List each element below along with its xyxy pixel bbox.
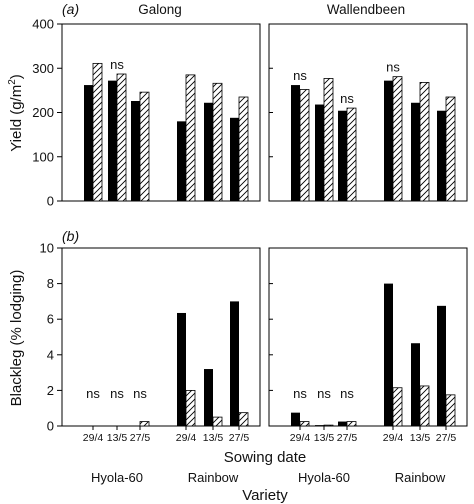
bar-hatched (299, 89, 310, 202)
ns-label: ns (386, 60, 400, 75)
bar-hatched (212, 82, 223, 202)
bar-solid (338, 110, 347, 201)
ytick-label: 100 (32, 149, 54, 164)
bar-hatched (445, 96, 456, 202)
bar-hatched (392, 387, 403, 427)
bar-hatched (139, 421, 150, 427)
bar-hatched (139, 91, 150, 202)
sowing-date-label: 27/5 (130, 432, 151, 444)
ylabel-blackleg: Blackleg (% lodging) (8, 270, 25, 407)
bar-solid (230, 301, 239, 426)
variety-label: Hyola-60 (91, 470, 143, 485)
bar-solid (204, 369, 213, 426)
sowing-date-label: 27/5 (337, 432, 358, 444)
sowing-date-label: 29/4 (290, 432, 311, 444)
panel-label-b: (b) (62, 228, 79, 244)
bar-solid (230, 117, 239, 201)
ytick-label: 0 (47, 194, 54, 209)
plot-frame-b-galong (61, 247, 261, 427)
bar-hatched (346, 421, 357, 427)
ns-label: ns (340, 91, 354, 106)
bar-hatched (299, 421, 310, 427)
facet-title-galong: Galong (138, 2, 182, 17)
bar-hatched (392, 76, 403, 202)
bar-solid (384, 80, 393, 201)
chart-marks: 0100200300400nsnsnsns0246810ns29/4ns13/5… (32, 17, 456, 486)
ns-label: ns (293, 68, 307, 83)
ytick-label: 300 (32, 61, 54, 76)
bar-hatched (323, 78, 334, 202)
facet-title-wallendbeen: Wallendbeen (327, 2, 405, 17)
bar-hatched (185, 74, 196, 202)
bar-hatched (419, 82, 430, 202)
bar-hatched (185, 389, 196, 427)
bar-solid (437, 305, 446, 426)
ytick-label: 10 (40, 241, 54, 256)
sowing-date-label: 13/5 (107, 432, 128, 444)
bar-solid (338, 421, 347, 426)
bar-hatched (238, 412, 249, 427)
bar-solid (437, 110, 446, 201)
ns-label: ns (110, 386, 124, 401)
panel-label-a: (a) (62, 1, 79, 17)
ns-label: ns (86, 386, 100, 401)
bar-hatched (92, 62, 103, 202)
bar-solid (177, 312, 186, 426)
ytick-label: 6 (47, 312, 54, 327)
bar-solid (411, 343, 420, 426)
bar-solid (108, 80, 117, 201)
bar-solid (291, 85, 300, 201)
ns-label: ns (110, 57, 124, 72)
sowing-date-label: 27/5 (436, 432, 457, 444)
bar-solid (84, 85, 93, 201)
ns-label: ns (340, 386, 354, 401)
bar-hatched (346, 107, 357, 202)
sowing-date-label: 29/4 (176, 432, 197, 444)
bar-solid (315, 104, 324, 201)
ytick-label: 0 (47, 419, 54, 434)
variety-label: Hyola-60 (298, 470, 350, 485)
bar-solid (411, 102, 420, 201)
bar-hatched (116, 73, 127, 202)
sowing-date-label: 29/4 (383, 432, 404, 444)
ylabel-yield: Yield (g/m2) (7, 74, 25, 152)
bar-hatched (212, 416, 223, 427)
xlabel-sowing-date: Sowing date (224, 449, 307, 466)
sowing-date-label: 13/5 (410, 432, 431, 444)
bar-hatched (323, 424, 334, 427)
ytick-label: 200 (32, 105, 54, 120)
sowing-date-label: 29/4 (83, 432, 104, 444)
xlabel-variety: Variety (242, 487, 288, 504)
bar-solid (131, 100, 140, 201)
ytick-label: 8 (47, 276, 54, 291)
bar-solid (315, 425, 324, 426)
ns-label: ns (133, 386, 147, 401)
bar-hatched (419, 385, 430, 427)
bar-solid (291, 412, 300, 426)
plot-frame-b-wallendbeen (268, 247, 468, 427)
sowing-date-label: 13/5 (203, 432, 224, 444)
bar-solid (204, 102, 213, 201)
bar-solid (177, 121, 186, 201)
ytick-label: 4 (47, 347, 54, 362)
ns-label: ns (293, 386, 307, 401)
bar-hatched (445, 394, 456, 427)
sowing-date-label: 27/5 (229, 432, 250, 444)
ytick-label: 400 (32, 17, 54, 32)
variety-label: Rainbow (188, 470, 239, 485)
ytick-label: 2 (47, 383, 54, 398)
variety-label: Rainbow (395, 470, 446, 485)
bar-solid (384, 283, 393, 426)
sowing-date-label: 13/5 (314, 432, 335, 444)
bar-hatched (238, 96, 249, 202)
ns-label: ns (317, 386, 331, 401)
